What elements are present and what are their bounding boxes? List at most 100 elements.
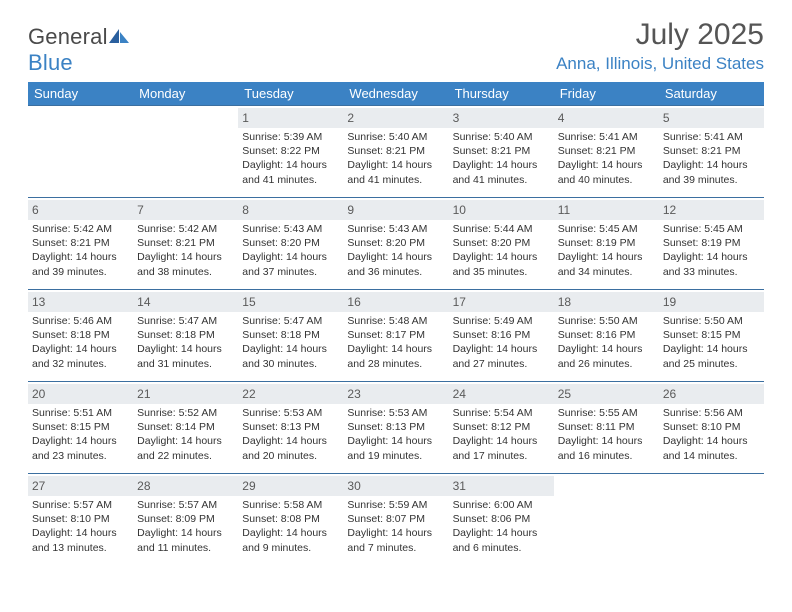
cell-inner: 12Sunrise: 5:45 AMSunset: 8:19 PMDayligh… xyxy=(659,197,764,289)
cell-inner: 21Sunrise: 5:52 AMSunset: 8:14 PMDayligh… xyxy=(133,381,238,473)
daynum-row: 28 xyxy=(133,476,238,496)
day-number: 18 xyxy=(558,295,571,309)
day-number: 19 xyxy=(663,295,676,309)
daynum-row: 25 xyxy=(554,384,659,404)
day-details: Sunrise: 5:43 AMSunset: 8:20 PMDaylight:… xyxy=(242,222,339,279)
day-details: Sunrise: 5:39 AMSunset: 8:22 PMDaylight:… xyxy=(242,130,339,187)
daynum-row: 22 xyxy=(238,384,343,404)
day-details: Sunrise: 5:41 AMSunset: 8:21 PMDaylight:… xyxy=(558,130,655,187)
day-header: Monday xyxy=(133,82,238,105)
day-number: 8 xyxy=(242,203,249,217)
cell-inner: 17Sunrise: 5:49 AMSunset: 8:16 PMDayligh… xyxy=(449,289,554,381)
cell-inner: 26 Sunrise: 5:56 AMSunset: 8:10 PMDayligh… xyxy=(659,381,764,473)
calendar-head: SundayMondayTuesdayWednesdayThursdayFrid… xyxy=(28,82,764,105)
day-number: 4 xyxy=(558,111,565,125)
cell-inner: 4 Sunrise: 5:41 AMSunset: 8:21 PMDaylight… xyxy=(554,105,659,197)
daynum-row: 9 xyxy=(343,200,448,220)
day-number: 21 xyxy=(137,387,150,401)
daynum-row: 29 xyxy=(238,476,343,496)
logo-text-general: General xyxy=(28,24,108,49)
day-details: Sunrise: 5:42 AMSunset: 8:21 PMDaylight:… xyxy=(32,222,129,279)
daynum-row: 30 xyxy=(343,476,448,496)
calendar-day-cell: 23 Sunrise: 5:53 AMSunset: 8:13 PMDayligh… xyxy=(343,381,448,473)
calendar-day-cell: 24Sunrise: 5:54 AMSunset: 8:12 PMDayligh… xyxy=(449,381,554,473)
month-title: July 2025 xyxy=(556,18,764,52)
calendar-day-cell: 26 Sunrise: 5:56 AMSunset: 8:10 PMDayligh… xyxy=(659,381,764,473)
daynum-row: 31 xyxy=(449,476,554,496)
cell-inner xyxy=(554,473,659,565)
header-row: GeneralBlue July 2025 Anna, Illinois, Un… xyxy=(28,18,764,76)
cell-inner: 1 Sunrise: 5:39 AMSunset: 8:22 PMDaylight… xyxy=(238,105,343,197)
cell-inner: 22Sunrise: 5:53 AMSunset: 8:13 PMDayligh… xyxy=(238,381,343,473)
day-number: 15 xyxy=(242,295,255,309)
cell-inner: 10Sunrise: 5:44 AMSunset: 8:20 PMDayligh… xyxy=(449,197,554,289)
calendar-day-cell: 21Sunrise: 5:52 AMSunset: 8:14 PMDayligh… xyxy=(133,381,238,473)
calendar-day-cell: 20 Sunrise: 5:51 AMSunset: 8:15 PMDayligh… xyxy=(28,381,133,473)
day-number: 10 xyxy=(453,203,466,217)
cell-inner: 18Sunrise: 5:50 AMSunset: 8:16 PMDayligh… xyxy=(554,289,659,381)
calendar-week-row: 13Sunrise: 5:46 AMSunset: 8:18 PMDayligh… xyxy=(28,289,764,381)
day-details: Sunrise: 5:56 AMSunset: 8:10 PMDaylight:… xyxy=(663,406,760,463)
calendar-day-cell: 11Sunrise: 5:45 AMSunset: 8:19 PMDayligh… xyxy=(554,197,659,289)
calendar-day-cell: 14Sunrise: 5:47 AMSunset: 8:18 PMDayligh… xyxy=(133,289,238,381)
cell-inner: 24Sunrise: 5:54 AMSunset: 8:12 PMDayligh… xyxy=(449,381,554,473)
calendar-week-row: 6Sunrise: 5:42 AMSunset: 8:21 PMDaylight… xyxy=(28,197,764,289)
day-number: 26 xyxy=(663,387,676,401)
day-number: 9 xyxy=(347,203,354,217)
cell-inner: 31 Sunrise: 6:00 AMSunset: 8:06 PMDayligh… xyxy=(449,473,554,565)
day-details: Sunrise: 5:59 AMSunset: 8:07 PMDaylight:… xyxy=(347,498,444,555)
day-number: 14 xyxy=(137,295,150,309)
calendar-day-cell: 5Sunrise: 5:41 AMSunset: 8:21 PMDaylight… xyxy=(659,105,764,197)
calendar-day-cell: 4 Sunrise: 5:41 AMSunset: 8:21 PMDaylight… xyxy=(554,105,659,197)
calendar-day-cell: 15 Sunrise: 5:47 AMSunset: 8:18 PMDayligh… xyxy=(238,289,343,381)
day-number: 16 xyxy=(347,295,360,309)
day-header: Thursday xyxy=(449,82,554,105)
cell-inner: 20 Sunrise: 5:51 AMSunset: 8:15 PMDayligh… xyxy=(28,381,133,473)
day-details: Sunrise: 5:57 AMSunset: 8:09 PMDaylight:… xyxy=(137,498,234,555)
day-details: Sunrise: 5:47 AMSunset: 8:18 PMDaylight:… xyxy=(242,314,339,371)
daynum-row: 26 xyxy=(659,384,764,404)
day-details: Sunrise: 5:41 AMSunset: 8:21 PMDaylight:… xyxy=(663,130,760,187)
cell-inner: 7Sunrise: 5:42 AMSunset: 8:21 PMDaylight… xyxy=(133,197,238,289)
day-header: Saturday xyxy=(659,82,764,105)
cell-inner: 28Sunrise: 5:57 AMSunset: 8:09 PMDayligh… xyxy=(133,473,238,565)
day-details: Sunrise: 5:53 AMSunset: 8:13 PMDaylight:… xyxy=(347,406,444,463)
calendar-day-cell: 7Sunrise: 5:42 AMSunset: 8:21 PMDaylight… xyxy=(133,197,238,289)
calendar-week-row: 1 Sunrise: 5:39 AMSunset: 8:22 PMDaylight… xyxy=(28,105,764,197)
day-details: Sunrise: 5:48 AMSunset: 8:17 PMDaylight:… xyxy=(347,314,444,371)
day-details: Sunrise: 5:57 AMSunset: 8:10 PMDaylight:… xyxy=(32,498,129,555)
daynum-row: 7 xyxy=(133,200,238,220)
day-header: Friday xyxy=(554,82,659,105)
daynum-row: 1 xyxy=(238,108,343,128)
day-number: 11 xyxy=(558,203,570,217)
day-details: Sunrise: 5:58 AMSunset: 8:08 PMDaylight:… xyxy=(242,498,339,555)
day-number: 20 xyxy=(32,387,45,401)
day-details: Sunrise: 5:54 AMSunset: 8:12 PMDaylight:… xyxy=(453,406,550,463)
day-number: 13 xyxy=(32,295,45,309)
calendar-day-cell: 13Sunrise: 5:46 AMSunset: 8:18 PMDayligh… xyxy=(28,289,133,381)
calendar-day-cell: 22Sunrise: 5:53 AMSunset: 8:13 PMDayligh… xyxy=(238,381,343,473)
daynum-row: 2 xyxy=(343,108,448,128)
day-details: Sunrise: 5:51 AMSunset: 8:15 PMDaylight:… xyxy=(32,406,129,463)
daynum-row: 10 xyxy=(449,200,554,220)
day-number: 1 xyxy=(242,111,249,125)
daynum-row: 16 xyxy=(343,292,448,312)
calendar-day-cell: 9Sunrise: 5:43 AMSunset: 8:20 PMDaylight… xyxy=(343,197,448,289)
daynum-row: 5 xyxy=(659,108,764,128)
daynum-row: 11 xyxy=(554,200,659,220)
day-header: Wednesday xyxy=(343,82,448,105)
daynum-row: 8 xyxy=(238,200,343,220)
daynum-row: 12 xyxy=(659,200,764,220)
calendar-day-cell: 2Sunrise: 5:40 AMSunset: 8:21 PMDaylight… xyxy=(343,105,448,197)
day-number: 23 xyxy=(347,387,360,401)
day-details: Sunrise: 5:50 AMSunset: 8:15 PMDaylight:… xyxy=(663,314,760,371)
calendar-day-cell: 3Sunrise: 5:40 AMSunset: 8:21 PMDaylight… xyxy=(449,105,554,197)
calendar-day-cell: 17Sunrise: 5:49 AMSunset: 8:16 PMDayligh… xyxy=(449,289,554,381)
cell-inner: 6Sunrise: 5:42 AMSunset: 8:21 PMDaylight… xyxy=(28,197,133,289)
cell-inner xyxy=(133,105,238,197)
day-number: 22 xyxy=(242,387,255,401)
day-number: 31 xyxy=(453,479,466,493)
daynum-row: 4 xyxy=(554,108,659,128)
day-details: Sunrise: 6:00 AMSunset: 8:06 PMDaylight:… xyxy=(453,498,550,555)
calendar-day-cell: 10Sunrise: 5:44 AMSunset: 8:20 PMDayligh… xyxy=(449,197,554,289)
